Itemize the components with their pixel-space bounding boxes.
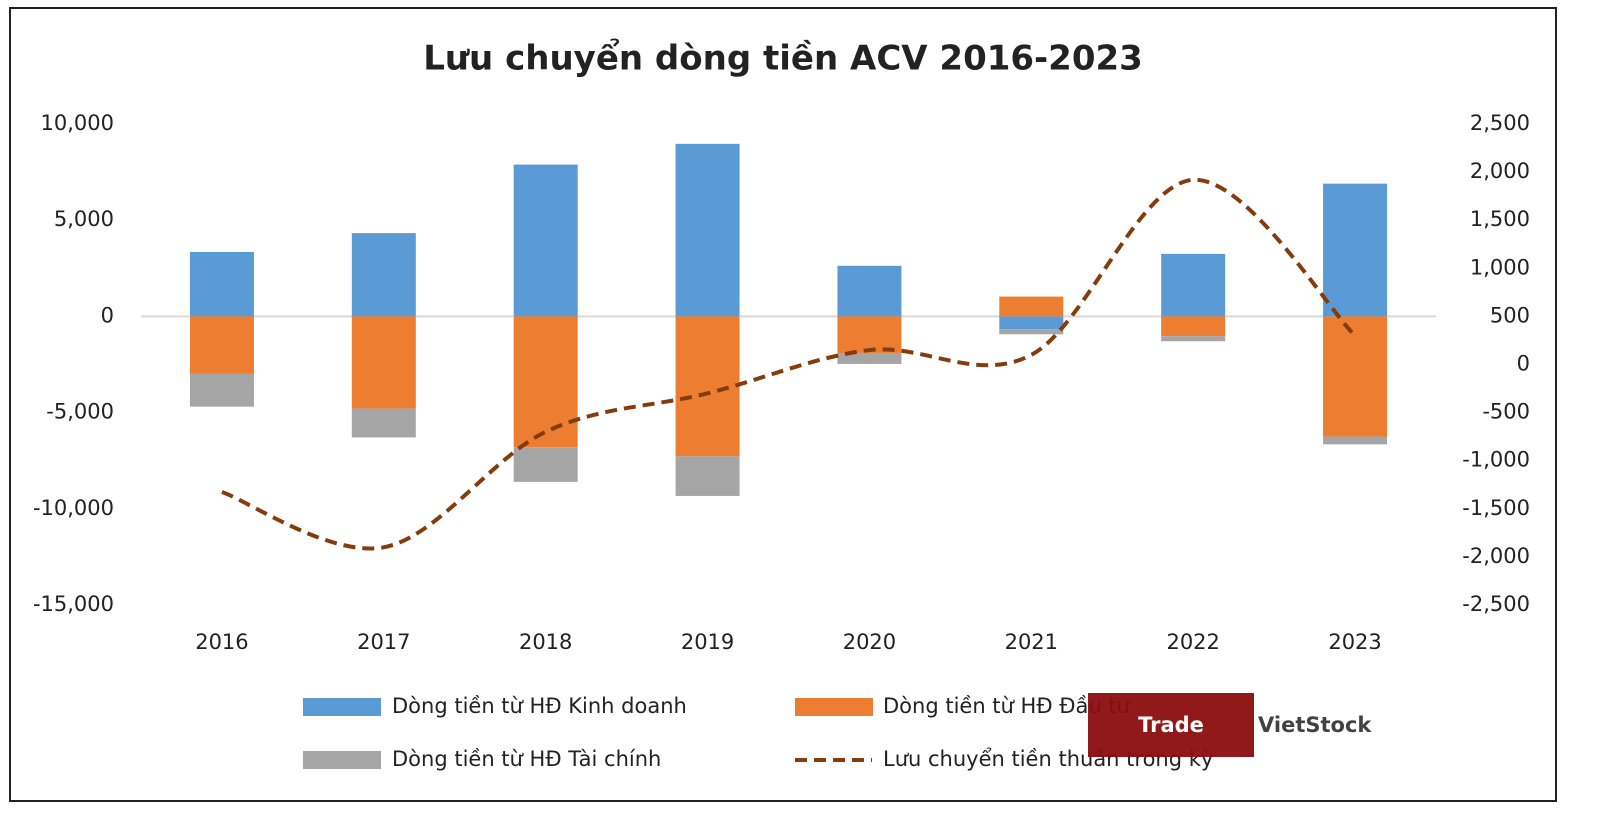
y2-tick-label: 1,000 — [1470, 255, 1530, 279]
legend-swatch — [795, 698, 873, 716]
bar — [1161, 253, 1226, 317]
legend-label: Dòng tiền từ HĐ Tài chính — [392, 747, 661, 771]
bar — [999, 316, 1064, 330]
x-tick-label: 2017 — [357, 630, 410, 654]
bar — [189, 373, 254, 407]
legend-label: Dòng tiền từ HĐ Kinh doanh — [392, 694, 687, 718]
y-tick-label: -10,000 — [33, 496, 114, 520]
bar — [351, 233, 416, 317]
legend-swatch — [303, 751, 381, 769]
bar — [351, 408, 416, 438]
x-tick-label: 2020 — [843, 630, 896, 654]
bar — [513, 164, 578, 317]
watermark-box — [1088, 693, 1254, 757]
y2-tick-label: 2,500 — [1470, 111, 1530, 135]
y2-tick-label: -2,000 — [1462, 544, 1530, 568]
watermark: VietStock — [1258, 713, 1372, 737]
y2-tick-label: 1,500 — [1470, 207, 1530, 231]
bar — [1161, 316, 1226, 337]
x-tick-label: 2018 — [519, 630, 572, 654]
bar — [189, 251, 254, 317]
y-tick-label: -5,000 — [46, 400, 114, 424]
y2-tick-label: -500 — [1482, 400, 1530, 424]
y-tick-label: -15,000 — [33, 592, 114, 616]
y2-tick-label: 500 — [1490, 303, 1530, 327]
legend-swatch — [303, 698, 381, 716]
line — [221, 177, 1357, 551]
y-tick-label: 0 — [101, 303, 114, 327]
x-tick-label: 2023 — [1328, 630, 1381, 654]
x-tick-label: 2022 — [1166, 630, 1219, 654]
bar — [513, 447, 578, 482]
bar — [675, 143, 740, 317]
bar — [837, 352, 902, 364]
bar — [675, 316, 740, 457]
bar — [1161, 336, 1226, 342]
y2-tick-label: -1,000 — [1462, 448, 1530, 472]
x-tick-label: 2019 — [681, 630, 734, 654]
y2-tick-label: -2,500 — [1462, 592, 1530, 616]
bar — [189, 316, 254, 374]
y-tick-label: 5,000 — [54, 207, 114, 231]
y2-tick-label: 0 — [1517, 352, 1530, 376]
y2-tick-label: -1,500 — [1462, 496, 1530, 520]
y2-tick-label: 2,000 — [1470, 159, 1530, 183]
bar — [837, 265, 902, 317]
bar — [1323, 316, 1388, 437]
bar — [1323, 183, 1388, 317]
bar — [837, 316, 902, 353]
bar — [999, 329, 1064, 335]
bar — [513, 316, 578, 448]
bar — [351, 316, 416, 409]
frame — [9, 7, 1557, 802]
chart-title: Lưu chuyển dòng tiền ACV 2016-2023 — [423, 38, 1143, 79]
y-tick-label: 10,000 — [41, 111, 114, 135]
bar — [675, 456, 740, 496]
bar — [999, 296, 1064, 317]
bar — [1323, 436, 1388, 445]
watermark: Trade — [1138, 713, 1204, 737]
x-tick-label: 2021 — [1005, 630, 1058, 654]
x-tick-label: 2016 — [195, 630, 248, 654]
